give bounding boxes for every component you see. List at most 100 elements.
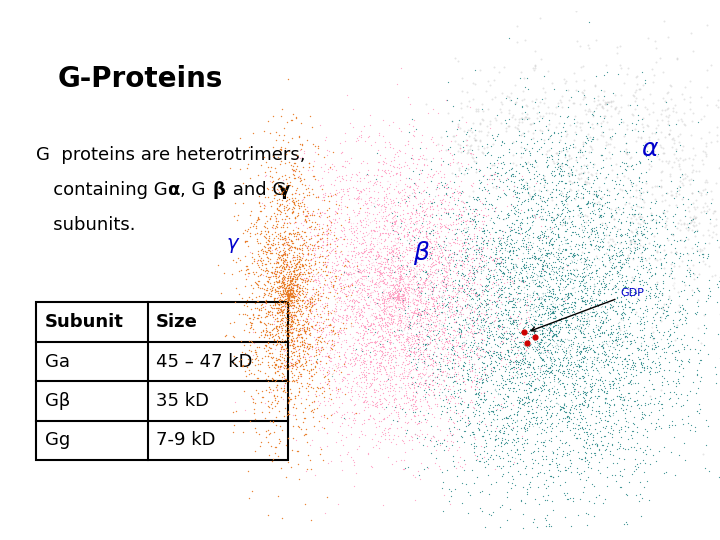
Point [271, 272, 282, 281]
Point [431, 270, 442, 279]
Point [388, 221, 400, 230]
Point [622, 418, 634, 427]
Point [409, 401, 420, 410]
Point [494, 426, 505, 434]
Point [366, 398, 378, 407]
Point [326, 305, 338, 314]
Point [579, 254, 590, 263]
Point [558, 366, 570, 375]
Point [427, 327, 438, 335]
Point [604, 449, 616, 458]
Point [511, 426, 523, 435]
Point [313, 324, 325, 333]
Point [289, 375, 301, 384]
Point [643, 110, 654, 118]
Point [483, 350, 495, 359]
Point [675, 287, 686, 295]
Point [282, 274, 294, 282]
Point [680, 212, 691, 220]
Point [560, 245, 572, 254]
Point [623, 262, 634, 271]
Point [563, 326, 575, 335]
Point [282, 286, 294, 295]
Point [396, 327, 408, 335]
Point [283, 395, 294, 404]
Point [249, 414, 261, 423]
Point [537, 455, 549, 464]
Point [426, 287, 438, 295]
Point [374, 437, 386, 446]
Point [377, 275, 389, 284]
Point [395, 286, 406, 294]
Point [549, 370, 561, 379]
Point [347, 341, 359, 350]
Point [282, 289, 294, 298]
Point [439, 286, 451, 295]
Point [549, 321, 561, 329]
Point [347, 305, 359, 313]
Point [432, 280, 444, 289]
Point [394, 214, 405, 223]
Point [449, 346, 460, 354]
Point [411, 301, 423, 309]
Point [500, 127, 512, 136]
Point [354, 442, 365, 451]
Point [613, 410, 624, 418]
Point [380, 169, 392, 178]
Point [325, 191, 337, 199]
Point [588, 328, 600, 336]
Point [533, 326, 544, 334]
Point [690, 310, 702, 319]
Point [343, 195, 355, 204]
Point [426, 436, 437, 445]
Point [387, 195, 399, 204]
Point [498, 332, 510, 341]
Point [522, 394, 534, 403]
Point [379, 228, 391, 237]
Point [577, 319, 588, 328]
Point [524, 388, 536, 396]
Point [496, 254, 508, 263]
Point [357, 200, 369, 209]
Point [387, 161, 398, 170]
Point [395, 383, 406, 391]
Point [403, 285, 415, 294]
Point [424, 354, 436, 363]
Point [552, 300, 564, 308]
Point [387, 291, 399, 300]
Point [634, 444, 646, 453]
Point [578, 297, 590, 306]
Point [606, 376, 618, 385]
Point [412, 419, 423, 428]
Point [237, 294, 248, 302]
Point [423, 234, 434, 243]
Point [713, 329, 720, 338]
Point [261, 184, 273, 192]
Point [544, 338, 556, 347]
Point [677, 363, 688, 372]
Point [402, 193, 413, 201]
Point [256, 261, 268, 269]
Point [459, 411, 471, 420]
Point [281, 285, 292, 294]
Point [361, 219, 372, 228]
Point [371, 274, 382, 283]
Point [382, 299, 393, 308]
Point [485, 480, 497, 488]
Point [365, 289, 377, 298]
Point [389, 302, 400, 311]
Point [557, 284, 569, 293]
Point [567, 418, 578, 427]
Point [522, 323, 534, 332]
Point [260, 157, 271, 166]
Point [294, 132, 305, 141]
Point [585, 345, 596, 354]
Point [312, 397, 324, 406]
Point [509, 454, 521, 462]
Point [474, 261, 485, 270]
Point [536, 383, 547, 392]
Point [271, 313, 283, 322]
Point [474, 289, 485, 298]
Point [676, 320, 688, 328]
Point [377, 291, 388, 300]
